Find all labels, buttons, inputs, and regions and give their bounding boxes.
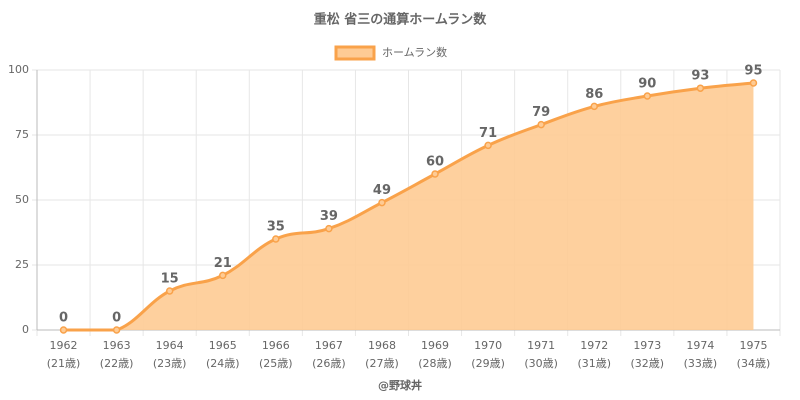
x-tick-label: (32歳) bbox=[631, 357, 665, 370]
x-tick-label: (29歳) bbox=[471, 357, 505, 370]
data-label: 60 bbox=[426, 155, 444, 170]
x-tick-label: (31歳) bbox=[577, 357, 611, 370]
point bbox=[749, 79, 758, 87]
x-tick-label: 1965 bbox=[209, 339, 237, 352]
data-label: 35 bbox=[267, 220, 285, 235]
data-label: 95 bbox=[744, 64, 762, 79]
x-tick-label: 1972 bbox=[580, 339, 608, 352]
data-label: 49 bbox=[373, 183, 391, 198]
x-tick-label: 1966 bbox=[262, 339, 290, 352]
x-tick-label: (27歳) bbox=[365, 357, 399, 370]
y-tick-label: 25 bbox=[15, 258, 29, 271]
x-tick-label: 1963 bbox=[103, 339, 131, 352]
point bbox=[537, 120, 545, 129]
x-tick-label: 1968 bbox=[368, 339, 396, 352]
x-tick-label: (28歳) bbox=[418, 357, 452, 370]
point bbox=[431, 170, 439, 178]
x-tick-label: 1967 bbox=[315, 339, 343, 352]
x-tick-label: 1964 bbox=[156, 339, 184, 352]
x-tick-label: (33歳) bbox=[684, 357, 718, 370]
x-tick-label: (26歳) bbox=[312, 357, 346, 370]
point bbox=[219, 271, 227, 280]
x-tick-label: (21歳) bbox=[47, 357, 81, 370]
data-label: 21 bbox=[214, 256, 232, 271]
x-tick-label: (25歳) bbox=[259, 357, 293, 370]
data-label: 39 bbox=[320, 209, 338, 224]
point bbox=[378, 198, 386, 207]
point bbox=[484, 141, 492, 150]
data-label: 79 bbox=[532, 105, 550, 120]
point bbox=[696, 84, 705, 92]
point bbox=[325, 224, 333, 233]
data-label: 0 bbox=[112, 311, 121, 326]
point bbox=[643, 92, 652, 100]
data-label: 15 bbox=[161, 272, 179, 287]
y-tick-label: 0 bbox=[22, 323, 29, 336]
point bbox=[165, 287, 174, 295]
x-tick-label: (22歳) bbox=[100, 357, 134, 370]
y-tick-label: 75 bbox=[15, 128, 29, 141]
data-label: 90 bbox=[638, 77, 656, 92]
legend-swatch bbox=[334, 45, 376, 61]
data-label: 93 bbox=[691, 69, 709, 84]
x-tick-label: 1971 bbox=[527, 339, 555, 352]
point bbox=[272, 235, 280, 243]
point bbox=[112, 326, 121, 334]
x-axis-label: @野球丼 bbox=[378, 378, 422, 392]
x-tick-label: (23歳) bbox=[153, 357, 187, 370]
legend-label: ホームラン数 bbox=[382, 46, 447, 59]
data-label: 71 bbox=[479, 126, 497, 141]
x-tick-label: 1969 bbox=[421, 339, 449, 352]
point bbox=[59, 326, 68, 334]
point bbox=[590, 102, 598, 111]
x-tick-label: 1970 bbox=[474, 339, 502, 352]
y-tick-label: 50 bbox=[15, 193, 29, 206]
x-tick-label: 1974 bbox=[686, 339, 714, 352]
data-label: 0 bbox=[59, 311, 68, 326]
x-tick-label: (30歳) bbox=[524, 357, 558, 370]
data-label: 86 bbox=[585, 87, 603, 102]
chart-title: 重松 省三の通算ホームラン数 bbox=[314, 12, 487, 28]
x-tick-label: 1973 bbox=[633, 339, 661, 352]
x-tick-label: (34歳) bbox=[737, 357, 771, 370]
x-tick-label: 1975 bbox=[739, 339, 767, 352]
x-tick-label: (24歳) bbox=[206, 357, 240, 370]
x-tick-label: 1962 bbox=[50, 339, 78, 352]
y-tick-label: 100 bbox=[8, 63, 29, 76]
